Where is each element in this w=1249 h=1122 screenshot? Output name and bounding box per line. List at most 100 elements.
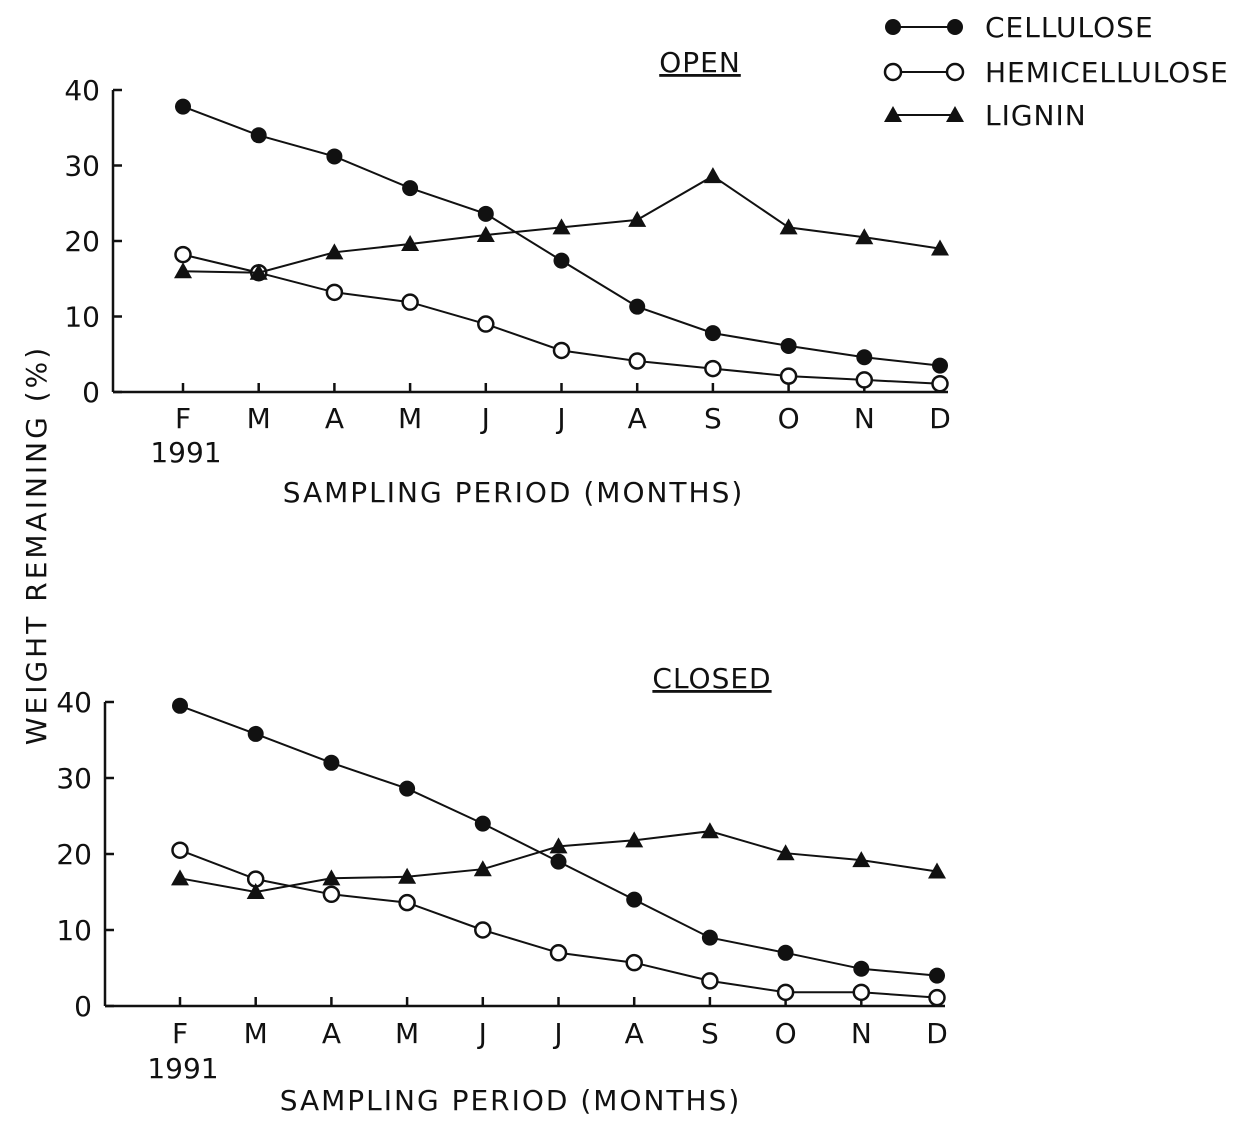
data-point-hemicellulose-open bbox=[174, 245, 192, 264]
data-point-cellulose-closed bbox=[323, 754, 340, 771]
data-point-lignin-closed bbox=[549, 837, 568, 854]
data-point-hemicellulose-closed bbox=[776, 983, 795, 1002]
data-point-hemicellulose-closed bbox=[852, 983, 871, 1002]
data-point-hemicellulose-closed bbox=[928, 988, 946, 1007]
data-point-cellulose-open bbox=[250, 127, 267, 144]
y-tick-label-closed: 10 bbox=[56, 914, 92, 947]
data-point-cellulose-closed bbox=[929, 967, 945, 984]
panel-title-closed: CLOSED bbox=[652, 662, 771, 695]
data-point-lignin-closed bbox=[700, 822, 719, 839]
data-point-hemicellulose-open bbox=[325, 283, 344, 302]
data-point-cellulose-closed bbox=[626, 891, 643, 908]
legend-hemicellulose-marker-left bbox=[883, 62, 903, 82]
data-point-hemicellulose-open bbox=[704, 359, 722, 378]
x-tick-label-open: A bbox=[325, 402, 344, 435]
x-axis-label-closed: SAMPLING PERIOD (MONTHS) bbox=[280, 1084, 742, 1117]
data-point-cellulose-open bbox=[780, 337, 797, 354]
data-point-hemicellulose-open bbox=[931, 374, 949, 393]
panel-closed: 0 10 20 30 40 F M A M J J A S O N D 1991 SAMPLING PERIOD … bbox=[56, 662, 947, 1117]
data-point-cellulose-open bbox=[175, 98, 191, 115]
legend-hemicellulose-marker-right bbox=[945, 62, 965, 82]
data-point-lignin-open bbox=[779, 218, 798, 235]
x-tick-label-open: N bbox=[854, 402, 875, 435]
x-tick-label-closed: O bbox=[775, 1017, 797, 1050]
data-point-hemicellulose-open bbox=[855, 371, 874, 389]
legend-item-hemicellulose: HEMICELLULOSE bbox=[883, 56, 1228, 89]
data-point-lignin-open bbox=[325, 243, 344, 260]
data-point-cellulose-open bbox=[704, 325, 721, 342]
data-point-lignin-closed bbox=[852, 851, 871, 868]
series-line-cellulose-open bbox=[182, 105, 941, 367]
series-line-hemicellulose-closed bbox=[179, 849, 938, 999]
panel-title-open: OPEN bbox=[659, 46, 741, 79]
data-point-lignin-open bbox=[931, 239, 949, 256]
data-point-cellulose-closed bbox=[172, 697, 188, 714]
data-point-cellulose-closed bbox=[247, 725, 264, 742]
legend-label-cellulose: CELLULOSE bbox=[985, 11, 1154, 44]
x-tick-label-closed: S bbox=[701, 1017, 719, 1050]
x-tick-label-closed: A bbox=[322, 1017, 341, 1050]
data-point-hemicellulose-closed bbox=[322, 885, 341, 904]
data-point-lignin-closed bbox=[776, 844, 795, 861]
data-point-cellulose-closed bbox=[550, 853, 567, 870]
data-point-hemicellulose-open bbox=[401, 293, 419, 311]
year-label-closed: 1991 bbox=[147, 1052, 218, 1085]
y-tick-label-closed: 30 bbox=[56, 762, 92, 795]
x-tick-label-closed: J bbox=[552, 1017, 562, 1050]
data-point-cellulose-closed bbox=[777, 944, 794, 961]
data-point-lignin-closed bbox=[398, 867, 417, 884]
data-point-lignin-open bbox=[628, 210, 647, 227]
x-tick-label-open: F bbox=[175, 402, 191, 435]
data-point-hemicellulose-closed bbox=[398, 893, 416, 912]
legend-label-lignin: LIGNIN bbox=[985, 99, 1087, 132]
legend-item-cellulose: CELLULOSE bbox=[885, 11, 1154, 44]
x-tick-label-closed: M bbox=[244, 1017, 268, 1050]
year-label-open: 1991 bbox=[150, 436, 221, 469]
data-point-cellulose-open bbox=[629, 298, 646, 315]
series-line-hemicellulose-open bbox=[182, 253, 941, 385]
data-point-hemicellulose-open bbox=[477, 315, 495, 333]
x-tick-label-open: J bbox=[555, 402, 565, 435]
x-axis-label-open: SAMPLING PERIOD (MONTHS) bbox=[283, 476, 745, 509]
data-point-hemicellulose-open bbox=[779, 367, 798, 385]
data-point-lignin-open bbox=[174, 262, 192, 279]
x-tick-label-closed: J bbox=[477, 1017, 487, 1050]
legend-cellulose-marker-left bbox=[885, 19, 901, 35]
data-point-cellulose-open bbox=[932, 357, 948, 374]
data-point-lignin-open bbox=[401, 235, 420, 252]
y-tick-label-closed: 20 bbox=[56, 838, 92, 871]
legend-lignin-marker-left bbox=[884, 106, 902, 122]
y-tick-label-closed: 0 bbox=[74, 990, 92, 1023]
y-tick-label-open: 0 bbox=[82, 376, 100, 409]
data-point-lignin-closed bbox=[473, 860, 492, 877]
legend: CELLULOSE HEMICELLULOSE LIGNIN bbox=[883, 11, 1228, 132]
data-point-hemicellulose-open bbox=[552, 341, 571, 360]
x-tick-label-open: D bbox=[929, 402, 951, 435]
x-tick-label-closed: A bbox=[625, 1017, 644, 1050]
y-tick-label-open: 20 bbox=[64, 225, 100, 258]
data-point-hemicellulose-open bbox=[628, 352, 646, 370]
y-tick-label-open: 10 bbox=[64, 301, 100, 334]
x-tick-label-closed: F bbox=[172, 1017, 188, 1050]
data-point-hemicellulose-closed bbox=[549, 944, 568, 962]
x-tick-label-closed: N bbox=[851, 1017, 872, 1050]
data-point-cellulose-open bbox=[326, 148, 343, 165]
y-axis-label: WEIGHT REMAINING (%) bbox=[20, 345, 53, 745]
data-point-lignin-open bbox=[476, 225, 495, 242]
x-tick-label-open: S bbox=[704, 402, 722, 435]
data-point-cellulose-closed bbox=[399, 780, 416, 797]
legend-item-lignin: LIGNIN bbox=[884, 99, 1087, 132]
x-tick-label-open: M bbox=[398, 402, 422, 435]
data-point-lignin-open bbox=[249, 263, 268, 280]
data-point-lignin-open bbox=[703, 167, 722, 184]
data-point-cellulose-closed bbox=[701, 929, 718, 946]
data-point-cellulose-open bbox=[477, 205, 494, 222]
data-point-cellulose-closed bbox=[474, 815, 491, 832]
data-point-lignin-closed bbox=[322, 869, 341, 886]
x-tick-label-open: J bbox=[480, 402, 490, 435]
data-point-hemicellulose-closed bbox=[625, 953, 643, 972]
data-point-lignin-closed bbox=[928, 862, 946, 879]
y-tick-label-open: 30 bbox=[64, 150, 100, 183]
data-point-cellulose-open bbox=[402, 180, 419, 197]
